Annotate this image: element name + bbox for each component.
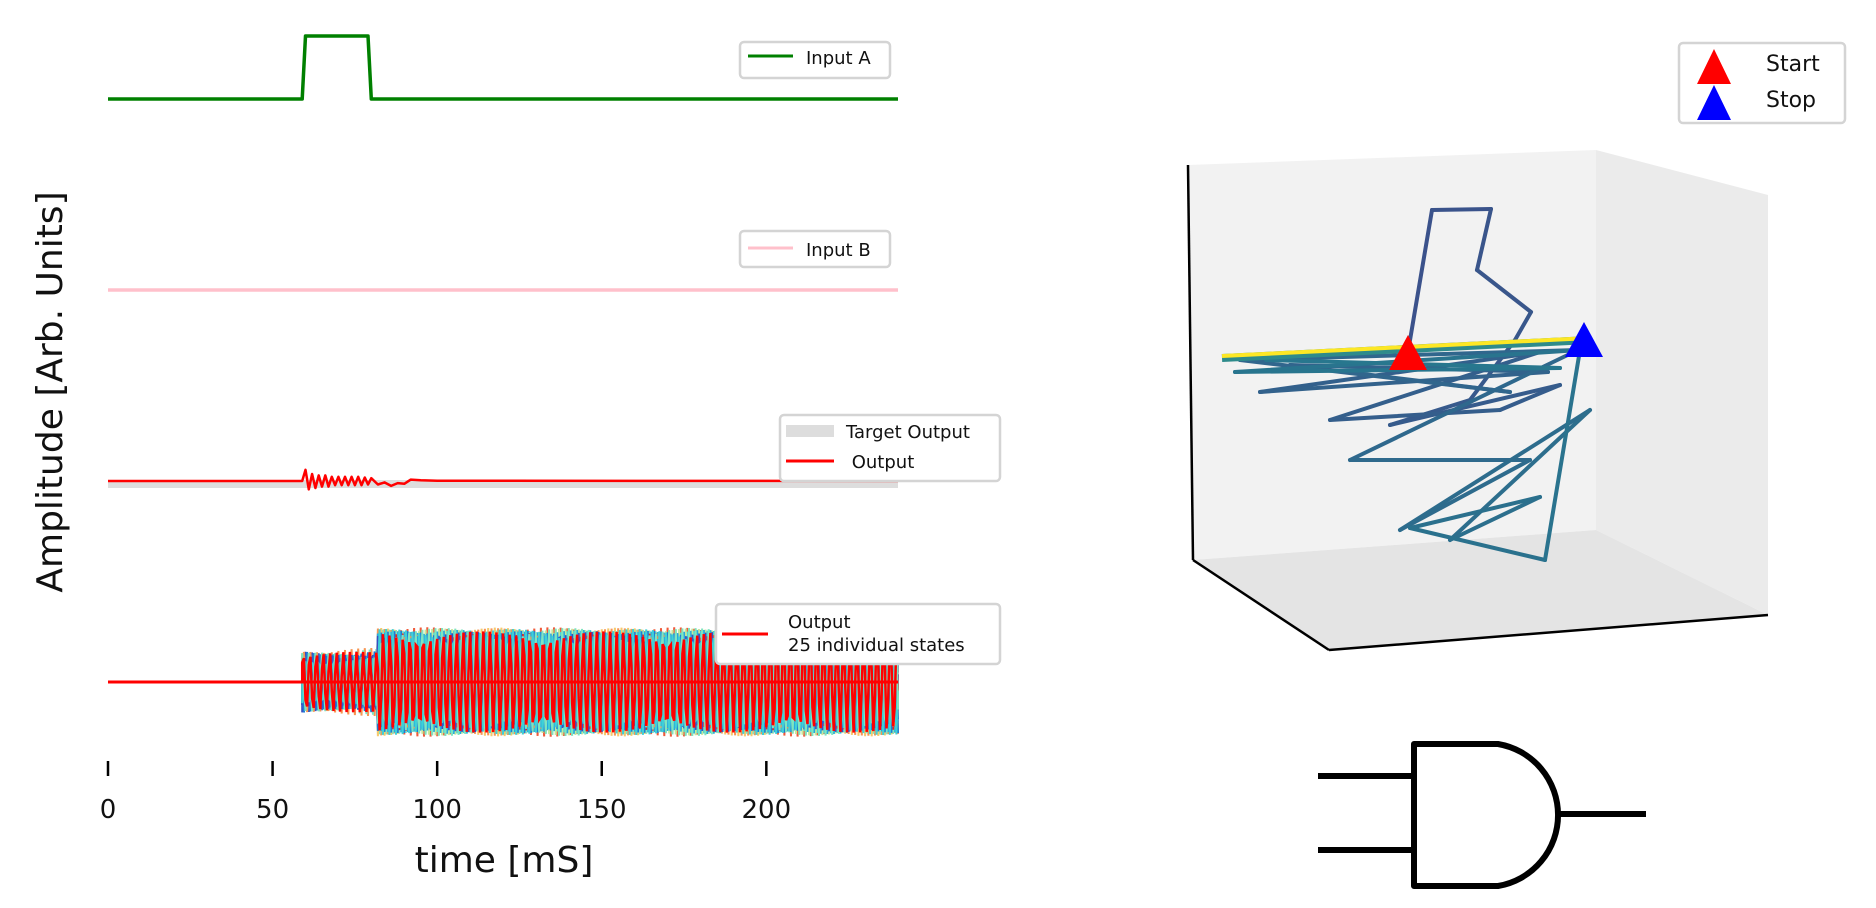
x-tick-label: 100 xyxy=(412,795,462,825)
x-tick-label: 200 xyxy=(742,795,792,825)
panel-states xyxy=(108,627,900,737)
legend-label-states-line1: Output xyxy=(788,612,851,633)
trajectory-segment xyxy=(1513,310,1533,342)
axis-3d-x xyxy=(1328,613,1769,652)
trajectory-segment xyxy=(1408,495,1542,530)
trajectory-segment xyxy=(1328,350,1542,422)
legend-output: Target Output Output xyxy=(778,413,1002,483)
legend-3d: Start Stop xyxy=(1677,41,1847,125)
legend-label-input-b: Input B xyxy=(806,240,871,261)
legend-label-input-a: Input A xyxy=(806,48,871,69)
trajectory-segment xyxy=(1328,408,1502,422)
trajectory-segment xyxy=(1430,207,1493,212)
trajectory-segment xyxy=(1543,348,1582,562)
x-axis-label: time [mS] xyxy=(415,840,594,881)
pane-floor xyxy=(1193,530,1768,650)
legend-label-states-line2: 25 individual states xyxy=(788,635,965,656)
and-gate-icon xyxy=(1318,741,1646,889)
y-axis-label: Amplitude [Arb. Units] xyxy=(30,191,71,592)
series-output-states xyxy=(108,631,900,733)
trajectory-segment xyxy=(1388,383,1562,427)
stop-marker xyxy=(1565,322,1603,357)
x-axis: 0 50 100 150 200 xyxy=(100,761,791,825)
series-output xyxy=(108,468,899,491)
legend-label-stop: Stop xyxy=(1766,88,1816,113)
trajectory-segment xyxy=(1258,350,1542,394)
axis-3d-y xyxy=(1192,558,1330,652)
legend-input-a: Input A xyxy=(738,40,892,80)
trajectory-segment xyxy=(1448,495,1542,542)
legend-input-b: Input B xyxy=(738,229,892,269)
trajectory-segment xyxy=(1398,408,1592,532)
start-marker xyxy=(1389,335,1427,370)
legend-states: Output 25 individual states xyxy=(714,602,1002,666)
trajectory-segment xyxy=(1475,207,1493,272)
legend-label-output: Output xyxy=(846,452,914,473)
x-tick-label: 0 xyxy=(100,795,117,825)
plot-3d xyxy=(1186,150,1769,652)
legend-label-target-output: Target Output xyxy=(845,422,970,443)
legend-marker-stop xyxy=(1697,85,1731,120)
series-input-a xyxy=(108,34,898,101)
panel-input-a xyxy=(108,34,898,101)
pane-side xyxy=(1596,150,1768,615)
x-tick-label: 50 xyxy=(256,795,289,825)
panel-output xyxy=(108,468,899,491)
axis-3d-z xyxy=(1186,164,1195,561)
legend-marker-start xyxy=(1697,49,1731,84)
legend-label-start: Start xyxy=(1766,52,1820,77)
x-tick-label: 150 xyxy=(577,795,627,825)
trajectory-segment xyxy=(1406,208,1434,354)
trajectory-segment xyxy=(1258,370,1550,394)
trajectory-segment xyxy=(1498,383,1562,412)
trajectory-segment xyxy=(1475,268,1533,314)
trajectory-segment xyxy=(1408,526,1547,562)
trajectory-segment xyxy=(1238,358,1512,394)
